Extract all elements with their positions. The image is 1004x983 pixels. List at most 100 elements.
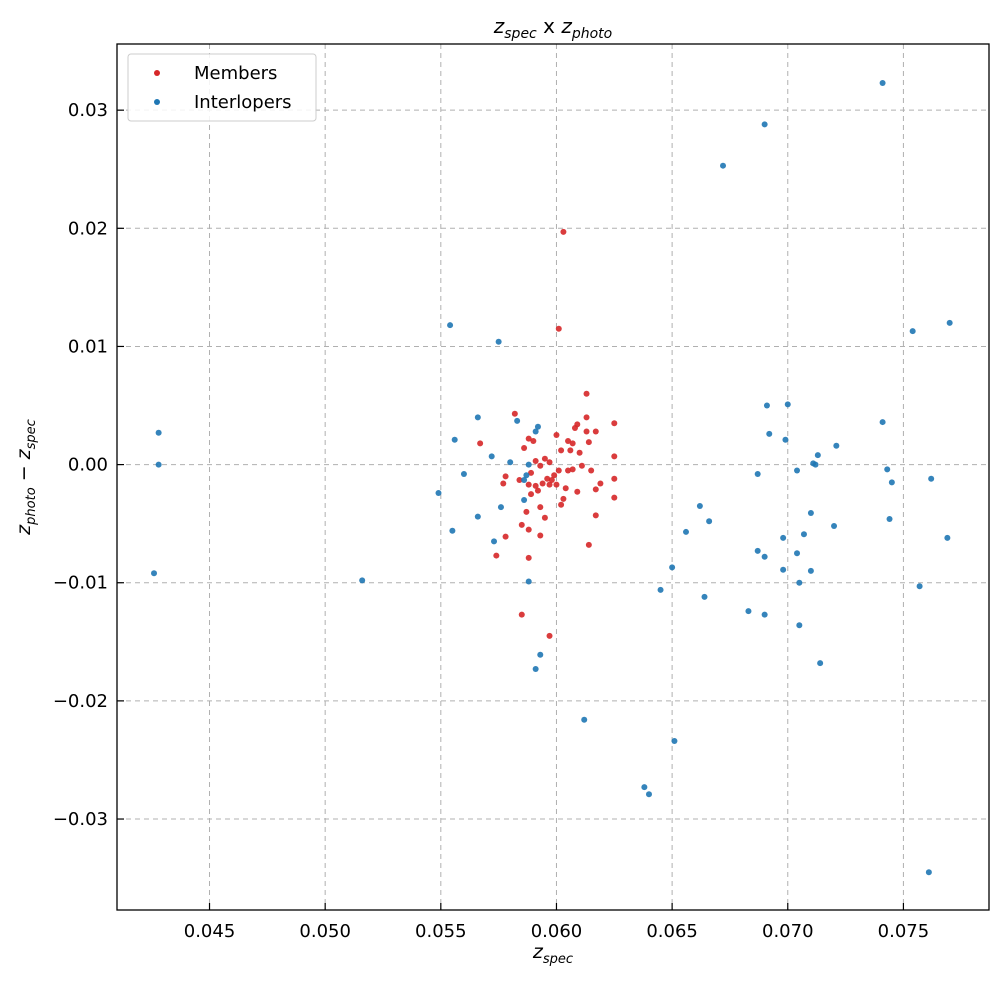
point-interlopers	[780, 566, 787, 573]
point-interlopers	[514, 417, 521, 424]
point-interlopers	[488, 453, 495, 460]
point-members	[588, 467, 595, 474]
point-members	[493, 552, 500, 559]
point-interlopers	[435, 489, 442, 496]
point-interlopers	[879, 79, 886, 86]
point-members	[518, 611, 525, 618]
point-members	[544, 475, 551, 482]
point-interlopers	[754, 471, 761, 478]
point-members	[585, 541, 592, 548]
point-interlopers	[946, 319, 953, 326]
x-tick-label: 0.055	[415, 921, 467, 942]
point-members	[551, 472, 558, 479]
point-members	[555, 325, 562, 332]
y-tick-label: 0.02	[68, 218, 108, 239]
point-interlopers	[532, 428, 539, 435]
point-interlopers	[451, 436, 458, 443]
point-members	[546, 481, 553, 488]
point-interlopers	[886, 515, 893, 522]
point-members	[548, 476, 555, 483]
point-members	[532, 482, 539, 489]
point-members	[518, 521, 525, 528]
point-interlopers	[495, 338, 502, 345]
point-members	[592, 428, 599, 435]
xlabel-sub: spec	[543, 952, 573, 967]
point-members	[553, 481, 560, 488]
point-interlopers	[521, 476, 528, 483]
point-members	[532, 458, 539, 465]
point-interlopers	[807, 510, 814, 517]
point-interlopers	[754, 547, 761, 554]
x-tick-label: 0.070	[762, 921, 814, 942]
point-members	[583, 390, 590, 397]
point-members	[525, 481, 532, 488]
point-interlopers	[812, 461, 819, 468]
point-interlopers	[794, 467, 801, 474]
point-members	[571, 424, 578, 431]
point-members	[569, 466, 576, 473]
point-members	[611, 420, 618, 427]
point-members	[523, 508, 530, 515]
point-interlopers	[706, 518, 713, 525]
legend-box	[127, 53, 317, 122]
point-members	[611, 494, 618, 501]
point-interlopers	[796, 579, 803, 586]
point-members	[555, 467, 562, 474]
point-interlopers	[761, 553, 768, 560]
point-members	[553, 432, 560, 439]
point-interlopers	[671, 738, 678, 745]
y-tick-label: −0.01	[53, 573, 108, 594]
point-interlopers	[763, 402, 770, 409]
point-members	[546, 459, 553, 466]
point-interlopers	[925, 869, 932, 876]
point-interlopers	[151, 570, 158, 577]
point-interlopers	[521, 497, 528, 504]
x-tick-label: 0.045	[184, 921, 236, 942]
x-axis-label: zspec	[532, 941, 573, 967]
point-members	[611, 453, 618, 460]
point-members	[560, 228, 567, 235]
point-interlopers	[794, 550, 801, 557]
point-members	[528, 469, 535, 476]
title-z1: z	[493, 14, 505, 38]
point-members	[511, 410, 518, 417]
point-members	[539, 480, 546, 487]
point-interlopers	[831, 523, 838, 530]
point-members	[558, 447, 565, 454]
point-interlopers	[814, 452, 821, 459]
legend-label-interlopers: Interlopers	[194, 92, 292, 113]
point-members	[477, 440, 484, 447]
ylabel-op: −	[13, 459, 35, 487]
point-interlopers	[761, 611, 768, 618]
point-interlopers	[720, 162, 727, 169]
x-tick-label: 0.050	[299, 921, 351, 942]
point-interlopers	[879, 419, 886, 426]
point-interlopers	[525, 461, 532, 468]
point-members	[525, 554, 532, 561]
point-interlopers	[532, 665, 539, 672]
point-interlopers	[807, 567, 814, 574]
point-members	[585, 439, 592, 446]
x-tick-label: 0.060	[531, 921, 583, 942]
point-members	[611, 475, 618, 482]
point-members	[525, 526, 532, 533]
y-tick-label: −0.03	[53, 809, 108, 830]
point-members	[541, 514, 548, 521]
ylabel-z2: z	[13, 448, 35, 460]
point-interlopers	[909, 328, 916, 335]
point-interlopers	[523, 472, 530, 479]
point-interlopers	[474, 414, 481, 421]
point-members	[565, 437, 572, 444]
xlabel-z: z	[532, 941, 544, 963]
point-interlopers	[669, 564, 676, 571]
title-z2: z	[560, 14, 572, 38]
point-interlopers	[888, 479, 895, 486]
title-sub2: photo	[571, 26, 612, 42]
ylabel-z1: z	[13, 524, 35, 536]
point-interlopers	[449, 527, 456, 534]
point-members	[592, 486, 599, 493]
point-interlopers	[645, 791, 652, 798]
point-interlopers	[800, 531, 807, 538]
point-members	[500, 480, 507, 487]
